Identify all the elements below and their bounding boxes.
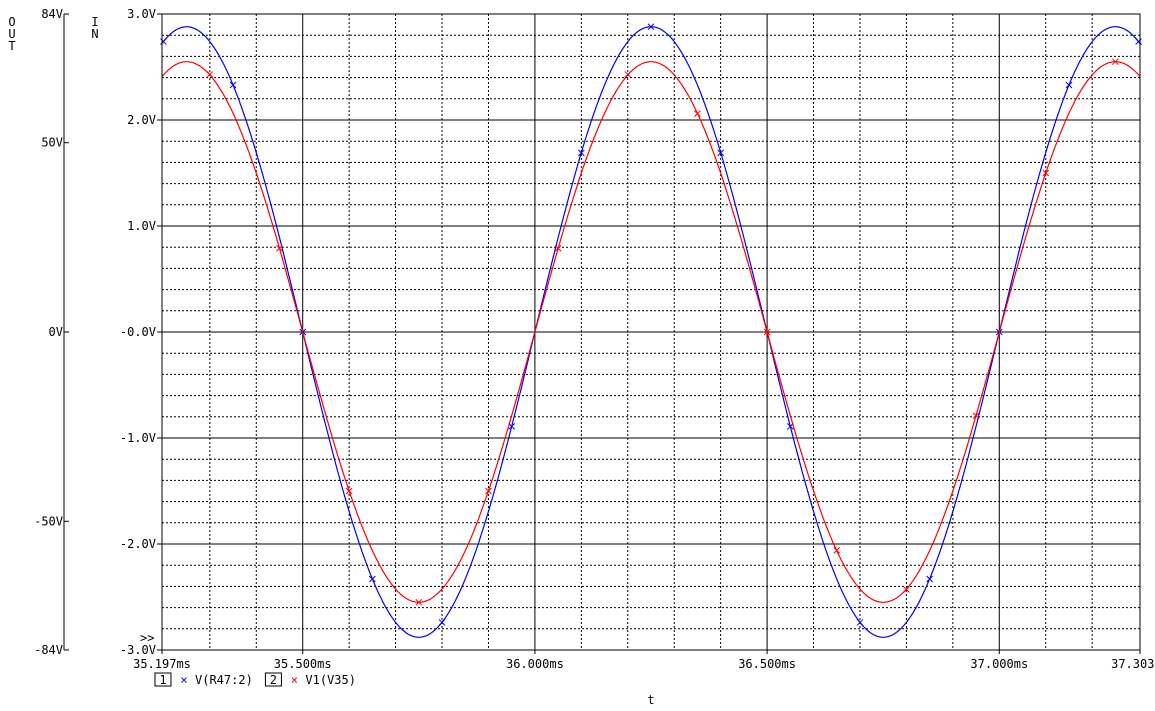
data-point-marker	[624, 71, 632, 78]
in-axis-tick-label: -1.0V	[120, 431, 156, 445]
in-axis-label: N	[91, 27, 98, 41]
data-point-marker	[577, 149, 585, 157]
data-point-marker	[369, 575, 376, 583]
data-point-marker	[647, 23, 655, 31]
out-axis-tick-label: -50V	[34, 514, 63, 528]
data-point-marker	[485, 487, 492, 495]
out-axis-tick-label: 50V	[41, 136, 63, 150]
data-point-marker	[438, 619, 446, 626]
series-layer	[160, 23, 1142, 638]
in-axis-tick-label: 3.0V	[127, 7, 156, 21]
in-axis-overflow-marker: >>	[140, 631, 154, 645]
legend-index: 2	[270, 673, 277, 687]
legend-marker: ×	[291, 673, 298, 687]
grid	[162, 14, 1140, 650]
legend: 1 × V(R47:2) 2 × V1(V35)	[154, 672, 356, 687]
in-axis-tick-label: -0.0V	[120, 325, 156, 339]
x-axis-tick-label: 36.000ms	[506, 657, 564, 671]
x-axis-tick-label: 35.197ms	[133, 657, 191, 671]
data-point-marker	[717, 149, 725, 157]
data-point-marker	[345, 487, 353, 495]
out-axis-label: U	[8, 27, 15, 41]
data-point-marker	[206, 71, 214, 78]
out-axis-label: T	[8, 39, 15, 53]
data-point-marker	[276, 244, 283, 252]
data-point-marker	[1135, 38, 1142, 45]
data-point-marker	[554, 244, 562, 252]
x-axis-label: t	[647, 693, 654, 707]
legend-series-name: V(R47:2)	[195, 673, 253, 687]
in-axis-tick-label: -3.0V	[120, 643, 156, 657]
data-point-marker	[229, 81, 237, 89]
out-axis-tick-label: 0V	[49, 325, 63, 339]
x-axis-tick-label: 36.500ms	[738, 657, 796, 671]
data-point-marker	[1112, 58, 1119, 66]
axes: 3.0V 2.0V 1.0V -0.0V -1.0V -2.0V -3.0V IN >> 84V 5…	[8, 7, 1155, 671]
legend-index-box	[154, 672, 172, 687]
data-point-marker	[1042, 169, 1050, 177]
data-point-marker	[763, 328, 771, 336]
legend-index-box	[264, 672, 282, 687]
data-point-marker	[694, 110, 701, 117]
in-axis-label: I	[91, 15, 98, 29]
series-line-V1(V35)	[161, 61, 1141, 603]
legend-marker: ×	[180, 673, 187, 687]
out-axis-label: O	[8, 15, 15, 29]
legend-series-name: V1(V35)	[305, 673, 356, 687]
data-point-marker	[415, 598, 423, 606]
x-axis-tick-label: 35.500ms	[274, 657, 332, 671]
out-axis-tick-label: 84V	[41, 7, 63, 21]
data-point-marker	[856, 619, 864, 626]
data-point-marker	[903, 586, 910, 593]
in-axis-tick-label: 2.0V	[127, 113, 156, 127]
data-point-marker	[1065, 81, 1073, 89]
x-axis-tick-label: 37.303ms	[1111, 657, 1155, 671]
data-point-marker	[833, 547, 841, 554]
data-point-marker	[972, 412, 980, 420]
data-point-marker	[160, 38, 167, 45]
x-axis-tick-label: 37.000ms	[970, 657, 1028, 671]
legend-index: 1	[159, 673, 166, 687]
out-axis-tick-label: -84V	[34, 643, 63, 657]
in-axis-tick-label: -2.0V	[120, 537, 156, 551]
in-axis-tick-label: 1.0V	[127, 219, 156, 233]
data-point-marker	[926, 575, 933, 583]
